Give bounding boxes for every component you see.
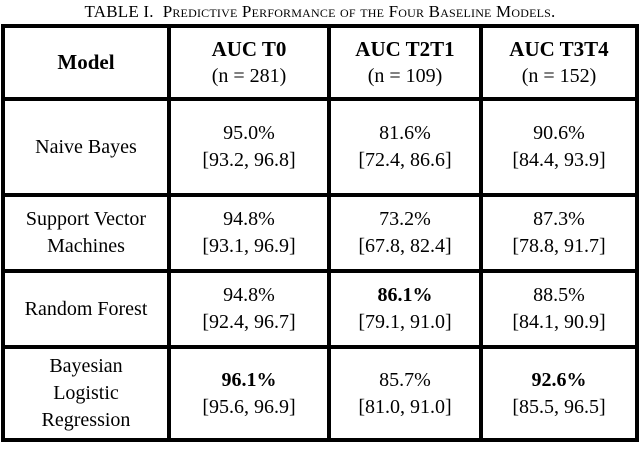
- table-caption-text: Predictive Performance of the Four Basel…: [162, 2, 556, 21]
- auc-cell: 94.8% [93.1, 96.9]: [167, 193, 331, 273]
- column-header-auc-t3t4-n: (n = 152): [521, 65, 597, 87]
- table-row-support-vector-machines: Support Vector Machines 94.8% [93.1, 96.…: [1, 193, 639, 273]
- column-header-auc-t0: AUC T0 (n = 281): [167, 24, 331, 101]
- auc-value: 92.6%: [531, 368, 587, 391]
- model-name-cell: Support Vector Machines: [1, 193, 171, 273]
- confidence-interval: [85.5, 96.5]: [512, 395, 606, 418]
- confidence-interval: [84.1, 90.9]: [512, 311, 606, 333]
- confidence-interval: [93.2, 96.8]: [202, 149, 296, 171]
- auc-cell: 90.6% [84.4, 93.9]: [479, 97, 639, 197]
- auc-value: 88.5%: [533, 284, 585, 306]
- confidence-interval: [79.1, 91.0]: [358, 311, 452, 333]
- table-row-naive-bayes: Naive Bayes 95.0% [93.2, 96.8] 81.6% [72…: [1, 97, 639, 197]
- table-row-random-forest: Random Forest 94.8% [92.4, 96.7] 86.1% […: [1, 269, 639, 349]
- table-row-bayesian-logistic-regression: Bayesian Logistic Regression 96.1% [95.6…: [1, 345, 639, 442]
- confidence-interval: [81.0, 91.0]: [358, 395, 452, 418]
- confidence-interval: [92.4, 96.7]: [202, 311, 296, 333]
- auc-cell: 96.1% [95.6, 96.9]: [167, 345, 331, 442]
- model-name-cell: Naive Bayes: [1, 97, 171, 197]
- results-table: Model AUC T0 (n = 281) AUC T2T1 (n = 109…: [1, 24, 639, 442]
- model-name: Random Forest: [24, 297, 148, 320]
- model-name-cell: Bayesian Logistic Regression: [1, 345, 171, 442]
- model-name: Support Vector Machines: [25, 208, 147, 257]
- auc-value: 94.8%: [223, 284, 275, 306]
- auc-value: 90.6%: [533, 122, 585, 144]
- column-header-auc-t2t1: AUC T2T1 (n = 109): [327, 24, 483, 101]
- column-header-model: Model: [1, 24, 171, 101]
- column-header-auc-t0-n: (n = 281): [211, 65, 287, 87]
- auc-value: 87.3%: [533, 208, 585, 230]
- column-header-model-label: Model: [57, 50, 115, 74]
- auc-value: 81.6%: [379, 122, 431, 144]
- auc-value: 73.2%: [379, 208, 431, 230]
- confidence-interval: [95.6, 96.9]: [202, 395, 296, 418]
- column-header-auc-t2t1-n: (n = 109): [367, 65, 443, 87]
- auc-cell: 92.6% [85.5, 96.5]: [479, 345, 639, 442]
- confidence-interval: [78.8, 91.7]: [512, 235, 606, 257]
- auc-cell: 86.1% [79.1, 91.0]: [327, 269, 483, 349]
- auc-value: 96.1%: [221, 368, 277, 391]
- header-row: Model AUC T0 (n = 281) AUC T2T1 (n = 109…: [1, 24, 639, 101]
- auc-cell: 94.8% [92.4, 96.7]: [167, 269, 331, 349]
- confidence-interval: [67.8, 82.4]: [358, 235, 452, 257]
- confidence-interval: [72.4, 86.6]: [358, 149, 452, 171]
- table-caption-label: TABLE I.: [84, 2, 154, 21]
- auc-value: 94.8%: [223, 208, 275, 230]
- confidence-interval: [84.4, 93.9]: [512, 149, 606, 171]
- column-header-auc-t0-label: AUC T0: [211, 37, 287, 61]
- column-header-auc-t2t1-label: AUC T2T1: [355, 37, 455, 61]
- auc-value: 86.1%: [377, 284, 433, 306]
- auc-cell: 87.3% [78.8, 91.7]: [479, 193, 639, 273]
- confidence-interval: [93.1, 96.9]: [202, 235, 296, 257]
- auc-value: 95.0%: [223, 122, 275, 144]
- auc-cell: 73.2% [67.8, 82.4]: [327, 193, 483, 273]
- column-header-auc-t3t4: AUC T3T4 (n = 152): [479, 24, 639, 101]
- column-header-auc-t3t4-label: AUC T3T4: [509, 37, 609, 61]
- model-name: Bayesian Logistic Regression: [41, 355, 131, 431]
- model-name-cell: Random Forest: [1, 269, 171, 349]
- auc-cell: 81.6% [72.4, 86.6]: [327, 97, 483, 197]
- table-caption: TABLE I. Predictive Performance of the Fo…: [0, 0, 640, 22]
- model-name: Naive Bayes: [35, 135, 137, 158]
- auc-cell: 95.0% [93.2, 96.8]: [167, 97, 331, 197]
- auc-value: 85.7%: [379, 368, 431, 391]
- auc-cell: 85.7% [81.0, 91.0]: [327, 345, 483, 442]
- auc-cell: 88.5% [84.1, 90.9]: [479, 269, 639, 349]
